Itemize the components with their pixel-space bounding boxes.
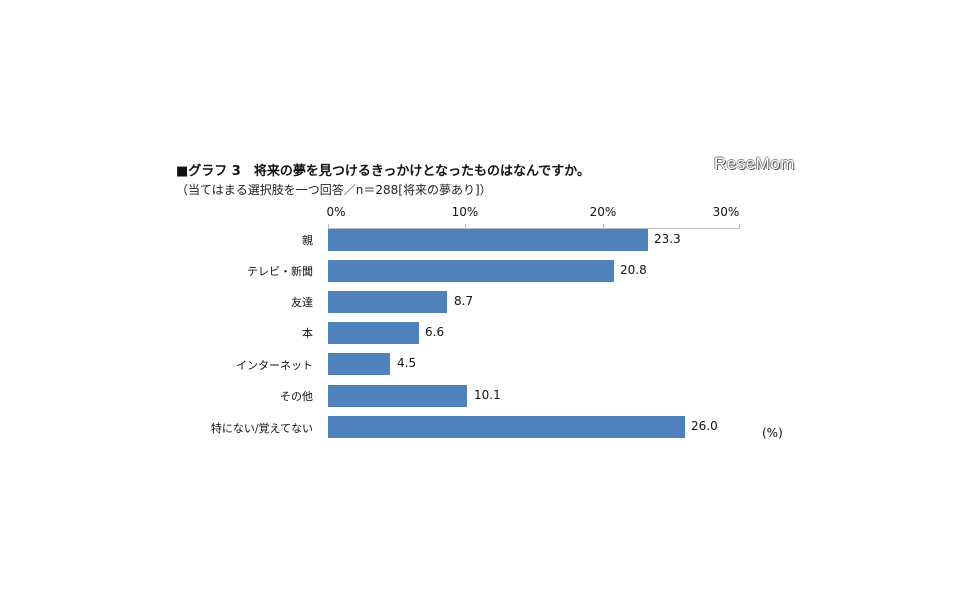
- category-label: インターネット: [236, 359, 313, 372]
- bar-value: 20.8: [620, 263, 647, 277]
- bar-value: 8.7: [454, 294, 474, 308]
- chart-subtitle: （当てはまる選択肢を一つ回答／n＝288[将来の夢あり]）: [176, 183, 492, 197]
- x-tick-label: 10%: [451, 205, 479, 219]
- category-label: 特にない/覚えてない: [210, 422, 313, 435]
- x-tick-label: 30%: [712, 205, 740, 219]
- bar-value: 10.1: [474, 388, 501, 402]
- category-label: テレビ・新聞: [247, 265, 313, 278]
- category-label: 親: [302, 234, 313, 247]
- bar-value: 26.0: [691, 419, 718, 433]
- bar-value: 23.3: [654, 232, 681, 246]
- category-label: その他: [280, 390, 313, 403]
- x-tick: [465, 224, 466, 228]
- x-tick-label: 0%: [326, 205, 346, 219]
- x-tick-label: 20%: [589, 205, 617, 219]
- bar-oya: [328, 229, 648, 251]
- x-axis-line: [328, 228, 740, 229]
- bar-internet: [328, 353, 390, 375]
- resemom-logo: ReseMom: [714, 154, 795, 173]
- plot-area: 0% 10% 20% 30% 23.3 20.8 8.7 6.6 4.5 10.…: [326, 205, 740, 442]
- unit-label: (%): [762, 426, 783, 440]
- x-tick: [328, 224, 329, 228]
- category-label: 本: [302, 327, 313, 340]
- bar-other: [328, 385, 467, 407]
- x-tick: [603, 224, 604, 228]
- bar-value: 6.6: [425, 325, 445, 339]
- x-tick: [739, 224, 740, 228]
- bar-none-dont-remember: [328, 416, 685, 438]
- bar-books: [328, 322, 419, 344]
- chart-title: ■グラフ 3 将来の夢を見つけるきっかけとなったものはなんですか。: [176, 164, 591, 179]
- bar-value: 4.5: [397, 356, 417, 370]
- category-label: 友達: [291, 296, 313, 309]
- bar-tv-newspaper: [328, 260, 614, 282]
- bar-friends: [328, 291, 447, 313]
